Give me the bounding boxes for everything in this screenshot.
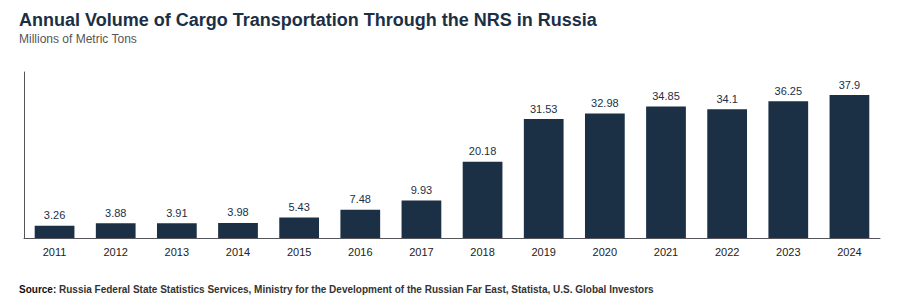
svg-text:2016: 2016 [348,246,372,258]
svg-text:2021: 2021 [654,246,678,258]
svg-text:2014: 2014 [226,246,250,258]
svg-text:3.26: 3.26 [44,209,65,221]
svg-text:32.98: 32.98 [591,97,619,109]
svg-text:2011: 2011 [43,246,67,258]
svg-text:9.93: 9.93 [411,184,432,196]
svg-text:3.98: 3.98 [227,206,248,218]
svg-text:2017: 2017 [409,246,433,258]
svg-text:37.9: 37.9 [839,79,860,91]
svg-text:5.43: 5.43 [288,201,309,213]
svg-text:3.88: 3.88 [105,207,126,219]
svg-text:2012: 2012 [103,246,127,258]
svg-text:7.48: 7.48 [350,193,371,205]
svg-text:2015: 2015 [287,246,311,258]
svg-text:2023: 2023 [776,246,800,258]
svg-text:2024: 2024 [837,246,861,258]
svg-text:31.53: 31.53 [530,103,558,115]
svg-text:2020: 2020 [593,246,617,258]
svg-text:2019: 2019 [531,246,555,258]
svg-text:Russia Federal State Statistic: Russia Federal State Statistics Services… [59,284,654,295]
svg-text:Annual Volume of Cargo Transpo: Annual Volume of Cargo Transportation Th… [19,10,598,30]
svg-text:Millions of Metric Tons: Millions of Metric Tons [19,32,137,46]
svg-text:2018: 2018 [470,246,494,258]
svg-text:20.18: 20.18 [469,145,497,157]
svg-text:2022: 2022 [715,246,739,258]
svg-text:2013: 2013 [165,246,189,258]
svg-text:Source:: Source: [19,284,56,295]
svg-text:34.85: 34.85 [652,90,680,102]
svg-text:36.25: 36.25 [775,85,803,97]
svg-text:34.1: 34.1 [716,93,737,105]
svg-text:3.91: 3.91 [166,207,187,219]
